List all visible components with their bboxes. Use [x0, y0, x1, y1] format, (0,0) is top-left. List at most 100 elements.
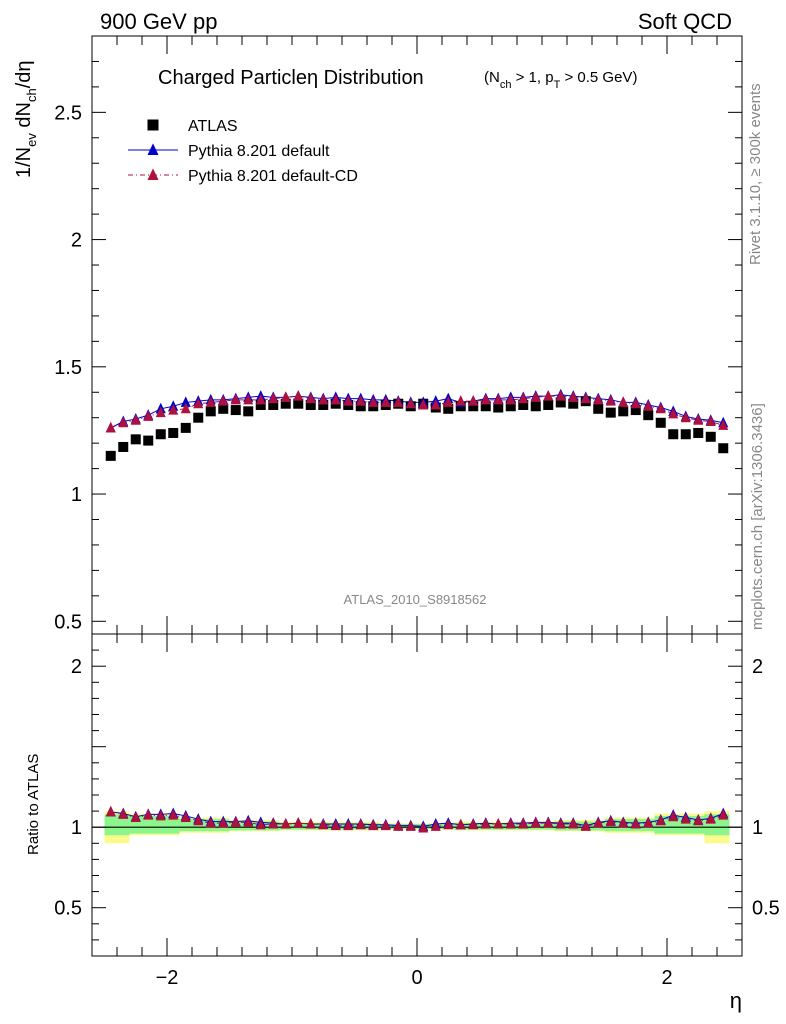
y-tick-label: 2 — [71, 656, 82, 678]
ratio-point-1 — [130, 811, 141, 823]
x-tick-label: 0 — [411, 967, 422, 989]
data-point-atlas — [218, 403, 229, 414]
data-point-pythia-2 — [180, 402, 191, 414]
data-point-atlas — [480, 401, 491, 412]
ratio-point-1 — [393, 820, 404, 831]
data-point-atlas — [255, 399, 266, 410]
data-point-pythia-2 — [655, 402, 666, 414]
ratio-point-1 — [693, 814, 704, 826]
data-point-pythia-2 — [393, 396, 404, 407]
ratio-point-1 — [505, 817, 516, 829]
data-point-atlas — [168, 427, 179, 438]
ratio-point-1 — [305, 817, 316, 829]
data-point-pythia-2 — [505, 393, 516, 405]
data-point-pythia-2 — [530, 391, 541, 402]
ratio-point-1 — [430, 820, 441, 831]
main-panel: 0.5 1 1.5 2 2.5 Charged Particleη Distributi… — [13, 35, 743, 635]
data-point-atlas — [443, 403, 454, 414]
mcplots-label: mcplots.cern.ch [arXiv:1306.3436] — [749, 403, 766, 630]
ratio-point-1 — [493, 817, 504, 829]
y-tick-label: 2 — [71, 230, 82, 252]
data-point-pythia-2 — [130, 414, 141, 425]
data-point-atlas — [293, 398, 304, 409]
header-category: Soft QCD — [638, 9, 732, 34]
data-point-pythia-2 — [580, 392, 591, 404]
data-point-atlas — [643, 410, 654, 421]
data-point-pythia-2 — [168, 404, 179, 415]
data-point-pythia-2 — [543, 390, 554, 401]
legend-marker-atlas — [147, 119, 159, 131]
data-point-pythia-2 — [555, 390, 566, 401]
data-point-atlas — [518, 399, 529, 410]
data-point-pythia-2 — [143, 410, 154, 421]
data-point-pythia-2 — [705, 415, 716, 427]
data-point-pythia-2 — [368, 396, 379, 407]
data-point-pythia-2 — [455, 395, 466, 406]
data-point-atlas — [355, 401, 366, 412]
ratio-point-1 — [555, 817, 566, 829]
data-point-atlas — [205, 406, 216, 417]
ratio-point-1 — [355, 818, 366, 830]
ratio-point-1 — [418, 822, 429, 833]
ratio-point-1 — [268, 817, 279, 829]
ratio-point-1 — [280, 817, 291, 829]
data-point-pythia-2 — [205, 396, 216, 407]
ratio-point-1 — [168, 809, 179, 820]
ratio-point-1 — [205, 817, 216, 828]
data-point-atlas — [505, 401, 516, 412]
data-point-pythia-2 — [218, 395, 229, 406]
ratio-point-1 — [630, 817, 641, 829]
data-point-atlas — [655, 417, 666, 428]
ratio-point-1 — [605, 815, 616, 827]
ratio-point-1 — [380, 819, 391, 831]
y-tick-label: 1.5 — [54, 357, 82, 379]
data-point-pythia-2 — [355, 395, 366, 406]
data-point-pythia-2 — [605, 395, 616, 406]
uncertainty-band-stat — [654, 815, 705, 834]
ratio-point-1 — [443, 818, 454, 830]
data-point-pythia-2 — [405, 397, 416, 409]
data-point-pythia-2 — [193, 397, 204, 409]
data-point-atlas — [530, 401, 541, 412]
uncertainty-band-stat — [179, 819, 230, 832]
y-tick-label: 0.5 — [752, 898, 780, 920]
data-point-atlas — [555, 397, 566, 408]
ratio-point-1 — [593, 817, 604, 828]
legend-marker-pythia-2 — [147, 168, 159, 180]
uncertainty-band-stat — [604, 819, 655, 832]
data-point-atlas — [680, 429, 691, 440]
data-point-atlas — [130, 434, 141, 445]
data-point-pythia-2 — [330, 393, 341, 405]
data-point-atlas — [118, 441, 129, 452]
ratio-point-1 — [655, 814, 666, 826]
data-point-pythia-2 — [668, 407, 679, 419]
ratio-point-1 — [455, 818, 466, 830]
ratio-point-1 — [105, 805, 116, 817]
y-tick-label: 0.5 — [54, 611, 82, 633]
y-tick-label: 0.5 — [54, 898, 82, 920]
ratio-panel-frame — [91, 633, 743, 957]
legend-marker-pythia-1 — [147, 143, 159, 155]
x-tick-label: −2 — [156, 967, 179, 989]
data-point-atlas — [280, 398, 291, 409]
ratio-point-1 — [218, 817, 229, 828]
ratio-point-1 — [118, 808, 129, 819]
data-point-pythia-1 — [180, 396, 191, 407]
ratio-point-1 — [368, 819, 379, 831]
data-point-pythia-2 — [693, 414, 704, 425]
data-point-pythia-2 — [343, 395, 354, 406]
uncertainty-band-stat — [554, 821, 605, 831]
ratio-point-1 — [618, 817, 629, 828]
data-point-atlas — [318, 399, 329, 410]
data-point-atlas — [268, 399, 279, 410]
ratio-panel: 0.5 0.5 1 1 2 2 −2 0 2 Ratio to ATLAS η — [25, 633, 780, 1013]
chart-subtitle: (Nch > 1, pT > 0.5 GeV) — [484, 69, 637, 91]
data-point-pythia-2 — [243, 393, 254, 405]
legend: ATLAS Pythia 8.201 default Pythia 8.201 de… — [128, 118, 358, 185]
header-energy: 900 GeV pp — [100, 9, 217, 34]
data-point-pythia-2 — [318, 393, 329, 405]
data-point-pythia-2 — [680, 411, 691, 423]
data-point-atlas — [243, 406, 254, 417]
ratio-point-1 — [255, 818, 266, 830]
data-point-pythia-2 — [480, 393, 491, 405]
